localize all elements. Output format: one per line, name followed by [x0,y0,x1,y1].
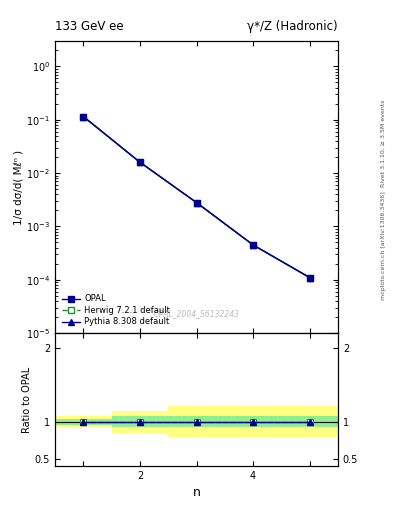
Text: Rivet 3.1.10, ≥ 3.5M events: Rivet 3.1.10, ≥ 3.5M events [381,100,386,187]
X-axis label: n: n [193,486,200,499]
Y-axis label: 1/σ dσ/d( Mℓⁿ ): 1/σ dσ/d( Mℓⁿ ) [13,150,23,225]
Y-axis label: Ratio to OPAL: Ratio to OPAL [22,367,32,433]
Text: 133 GeV ee: 133 GeV ee [55,20,124,33]
Text: mcplots.cern.ch [arXiv:1306.3436]: mcplots.cern.ch [arXiv:1306.3436] [381,191,386,300]
Legend: OPAL, Herwig 7.2.1 default, Pythia 8.308 default: OPAL, Herwig 7.2.1 default, Pythia 8.308… [59,292,173,329]
Text: OPAL_2004_S6132243: OPAL_2004_S6132243 [154,310,239,318]
Text: γ*/Z (Hadronic): γ*/Z (Hadronic) [247,20,338,33]
